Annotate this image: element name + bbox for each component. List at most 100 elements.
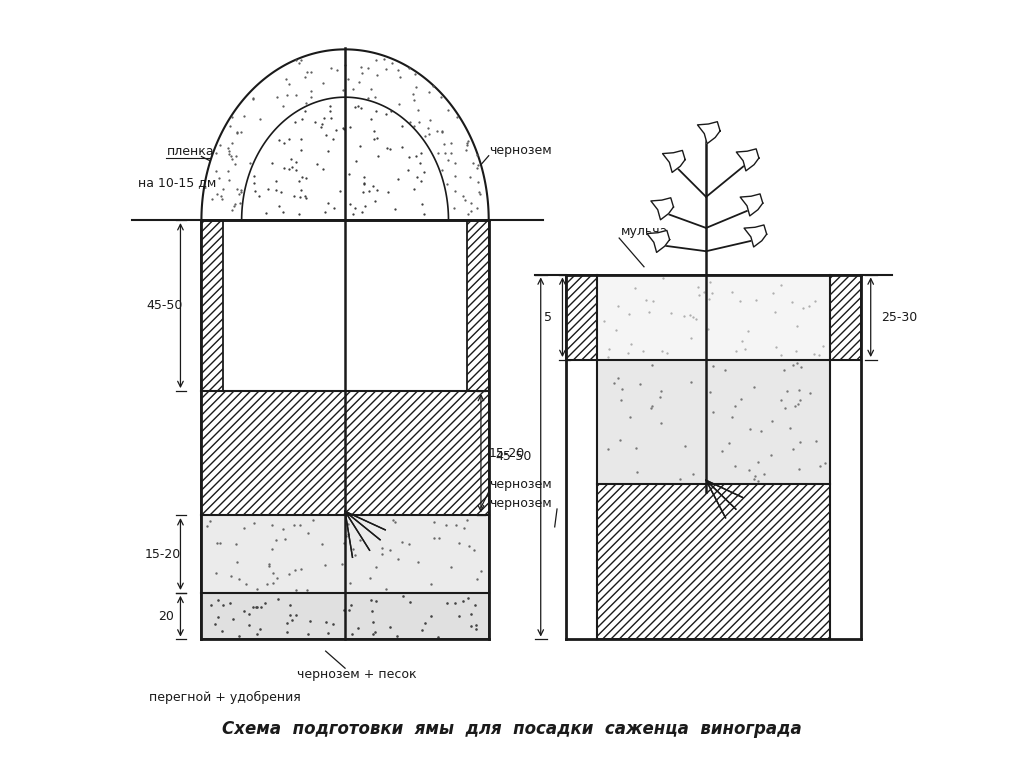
Point <box>349 172 366 185</box>
Point <box>227 150 244 163</box>
Point <box>312 121 329 134</box>
Point <box>370 199 386 212</box>
Point <box>390 553 407 565</box>
Point <box>228 182 245 195</box>
Point <box>817 457 834 469</box>
Point <box>238 204 254 217</box>
Text: Схема  подготовки  ямы  для  посадки  саженца  винограда: Схема подготовки ямы для посадки саженца… <box>222 719 802 737</box>
Bar <box>202 593 488 640</box>
Point <box>230 572 247 585</box>
Point <box>685 468 701 480</box>
Point <box>388 630 404 642</box>
Text: перегной + удобрения: перегной + удобрения <box>148 691 301 705</box>
Point <box>439 597 456 610</box>
Point <box>793 436 809 448</box>
Point <box>348 189 365 202</box>
Point <box>322 100 338 113</box>
Point <box>302 615 318 627</box>
Point <box>768 341 784 353</box>
Polygon shape <box>736 149 759 170</box>
Point <box>202 515 218 527</box>
Point <box>319 145 336 157</box>
Point <box>326 202 342 214</box>
Point <box>781 421 798 434</box>
Point <box>362 594 379 606</box>
Point <box>456 522 472 535</box>
Point <box>268 152 285 165</box>
Point <box>423 610 439 622</box>
Point <box>293 54 309 66</box>
Text: чернозем: чернозем <box>488 478 552 490</box>
Point <box>369 594 385 607</box>
Point <box>439 178 456 190</box>
Point <box>315 112 332 124</box>
Point <box>316 559 333 572</box>
Point <box>371 131 387 143</box>
Point <box>293 184 309 196</box>
Point <box>422 113 438 126</box>
Point <box>355 185 372 198</box>
Point <box>434 124 451 137</box>
Polygon shape <box>651 198 674 220</box>
Point <box>724 411 740 424</box>
Point <box>215 599 231 612</box>
Point <box>345 166 361 178</box>
Point <box>271 134 288 146</box>
Point <box>241 619 257 632</box>
Text: чернозем + песок: чернозем + песок <box>297 668 417 681</box>
Point <box>745 473 762 486</box>
Point <box>460 208 476 221</box>
Point <box>330 159 346 171</box>
Point <box>401 151 418 163</box>
Point <box>374 196 390 209</box>
Point <box>291 208 307 221</box>
Point <box>434 164 451 177</box>
Point <box>222 570 239 583</box>
Point <box>350 621 367 633</box>
Point <box>410 131 426 143</box>
Point <box>269 91 286 103</box>
Point <box>293 171 309 184</box>
Point <box>414 198 430 210</box>
Point <box>443 147 460 160</box>
Point <box>342 199 358 212</box>
Point <box>292 518 308 531</box>
Point <box>371 179 387 192</box>
Point <box>240 184 256 196</box>
Polygon shape <box>663 150 685 172</box>
Point <box>791 383 807 396</box>
Point <box>420 121 436 134</box>
Point <box>431 192 447 205</box>
Point <box>400 163 417 176</box>
Point <box>291 174 307 187</box>
Point <box>463 205 479 217</box>
Point <box>406 185 422 198</box>
Point <box>714 444 730 457</box>
Point <box>299 66 315 79</box>
Point <box>303 116 319 128</box>
Point <box>210 611 226 623</box>
Point <box>395 177 412 189</box>
Point <box>341 178 357 190</box>
Point <box>726 460 742 472</box>
Point <box>207 147 223 160</box>
Point <box>231 196 248 209</box>
Polygon shape <box>202 49 488 221</box>
Point <box>237 109 253 122</box>
Point <box>765 287 781 300</box>
Point <box>213 193 229 206</box>
Point <box>632 378 648 390</box>
Point <box>337 59 353 71</box>
Point <box>638 294 654 307</box>
Point <box>398 192 415 205</box>
Point <box>469 149 485 161</box>
Point <box>365 180 381 192</box>
Point <box>372 155 388 167</box>
Text: 5: 5 <box>545 310 552 324</box>
Point <box>390 169 407 181</box>
Point <box>607 324 624 336</box>
Point <box>209 537 225 550</box>
Text: 15-20: 15-20 <box>488 447 525 460</box>
Point <box>473 565 489 577</box>
Point <box>436 138 453 151</box>
